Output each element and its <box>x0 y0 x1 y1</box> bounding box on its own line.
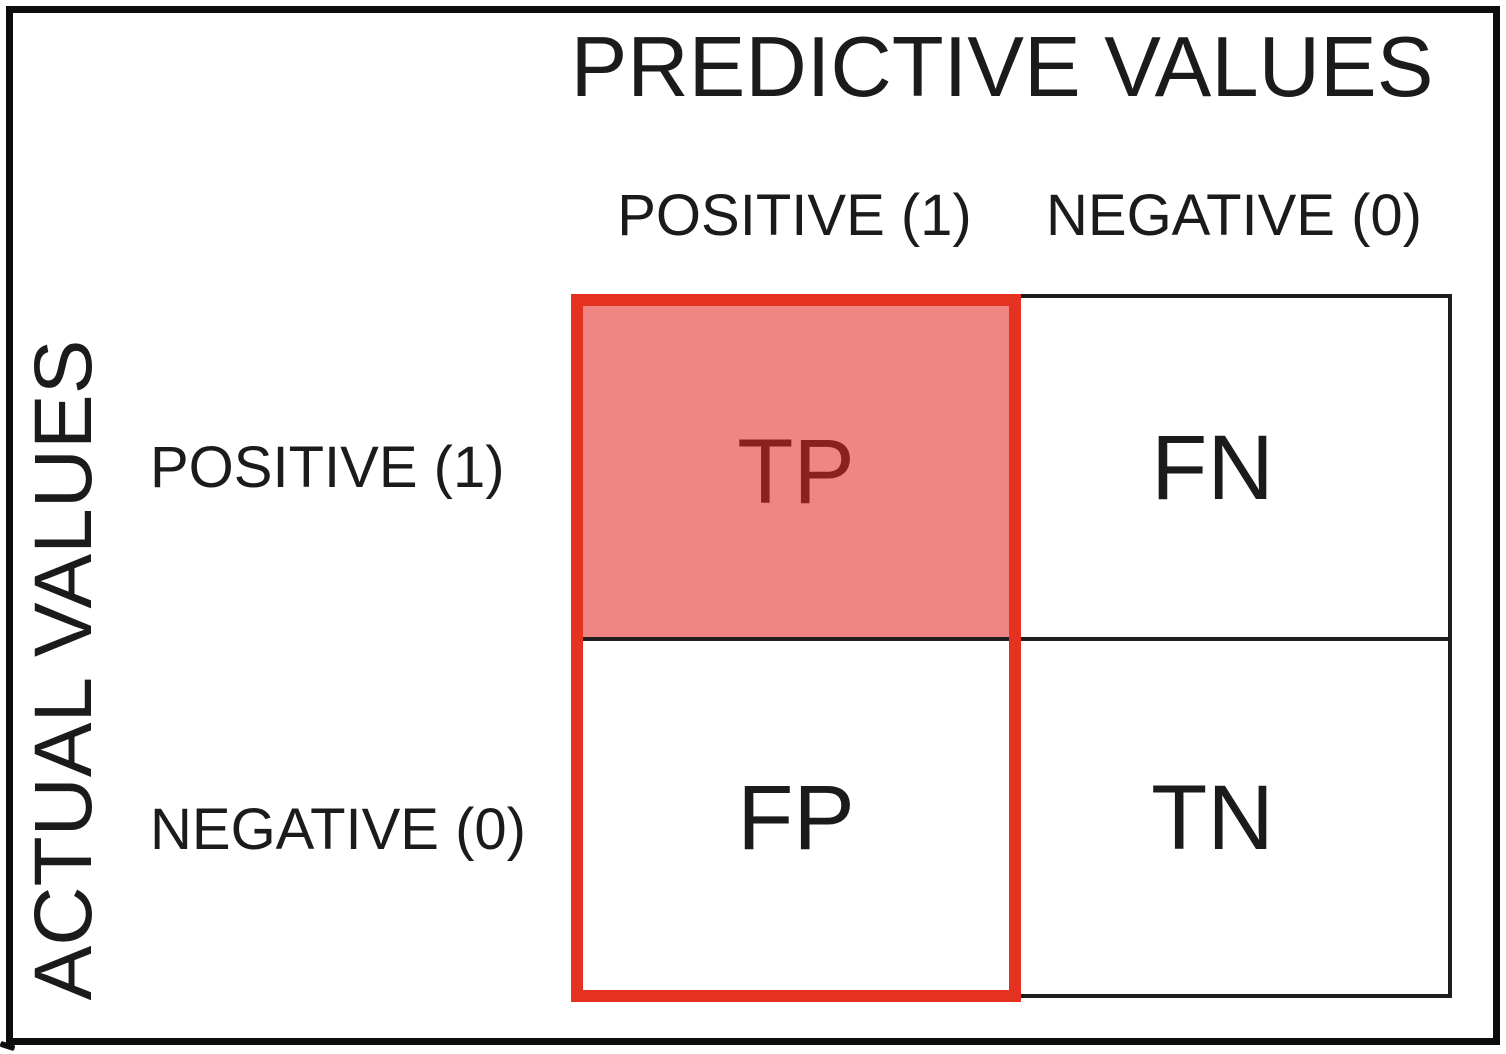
predictive-values-title: PREDICTIVE VALUES <box>570 20 1434 115</box>
cell-tp: TP <box>737 420 855 523</box>
column-header-negative: NEGATIVE (0) <box>1046 183 1422 248</box>
tp-cell-highlight-fill <box>583 306 1009 641</box>
cell-fp: FP <box>737 766 855 869</box>
actual-values-title: ACTUAL VALUES <box>18 339 109 1001</box>
row-header-negative: NEGATIVE (0) <box>150 797 526 862</box>
cell-fn: FN <box>1151 416 1274 519</box>
column-header-positive: POSITIVE (1) <box>617 183 972 248</box>
positive-column-highlight-outline <box>571 294 1021 1002</box>
row-header-positive: POSITIVE (1) <box>150 435 505 500</box>
cell-tn: TN <box>1151 766 1274 869</box>
